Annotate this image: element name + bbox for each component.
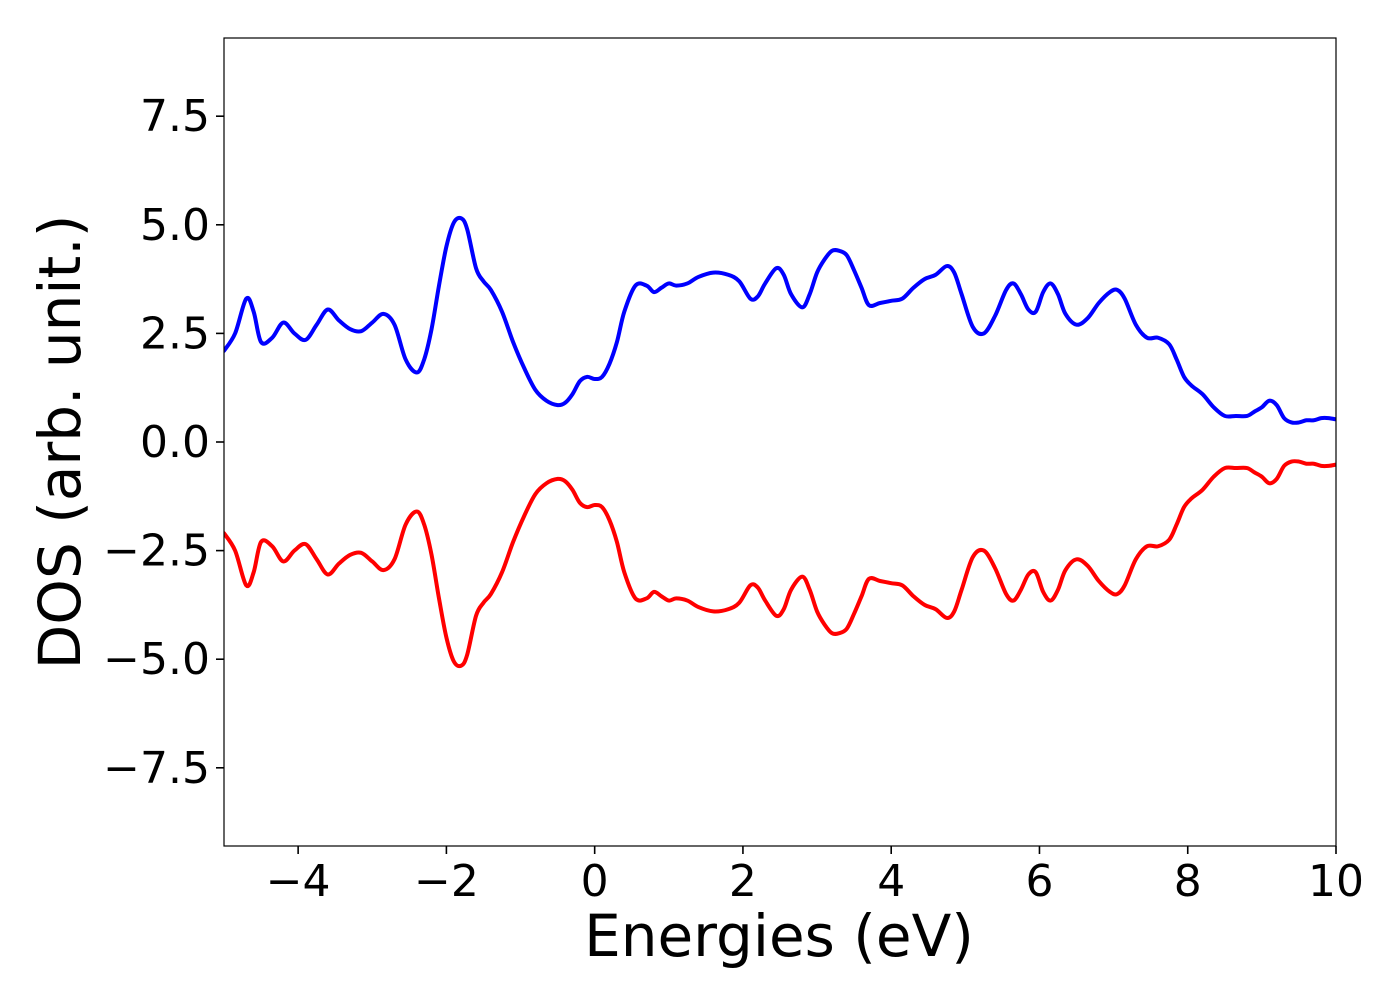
y-tick-label: 2.5 <box>140 308 210 359</box>
y-tick-label: −5.0 <box>103 634 210 685</box>
x-tick-label: −4 <box>266 856 331 907</box>
y-tick-label: 7.5 <box>140 91 210 142</box>
y-tick-label: −2.5 <box>103 526 210 577</box>
x-tick-label: −2 <box>414 856 479 907</box>
x-tick-label: 6 <box>1025 856 1053 907</box>
series-group <box>224 215 1336 669</box>
y-tick-label: −7.5 <box>103 743 210 794</box>
y-axis-label: DOS (arb. unit.) <box>26 215 94 670</box>
x-tick-label: 4 <box>877 856 905 907</box>
y-tick-label: 5.0 <box>140 200 210 251</box>
x-tick-label: 0 <box>581 856 609 907</box>
plot-area <box>223 37 1337 847</box>
x-tick-label: 8 <box>1174 856 1202 907</box>
series-line-2 <box>224 459 1336 669</box>
x-axis-ticks: −4 −2 0 2 4 6 8 10 <box>266 846 1364 907</box>
y-tick-label: 0.0 <box>140 417 210 468</box>
x-axis-label: Energies (eV) <box>584 902 974 970</box>
x-tick-label: 2 <box>729 856 757 907</box>
plot-frame <box>223 37 1337 847</box>
y-axis-ticks: 7.5 5.0 2.5 0.0 −2.5 −5.0 −7.5 <box>103 91 224 794</box>
series-line-1 <box>224 215 1336 425</box>
x-tick-label: 10 <box>1308 856 1364 907</box>
